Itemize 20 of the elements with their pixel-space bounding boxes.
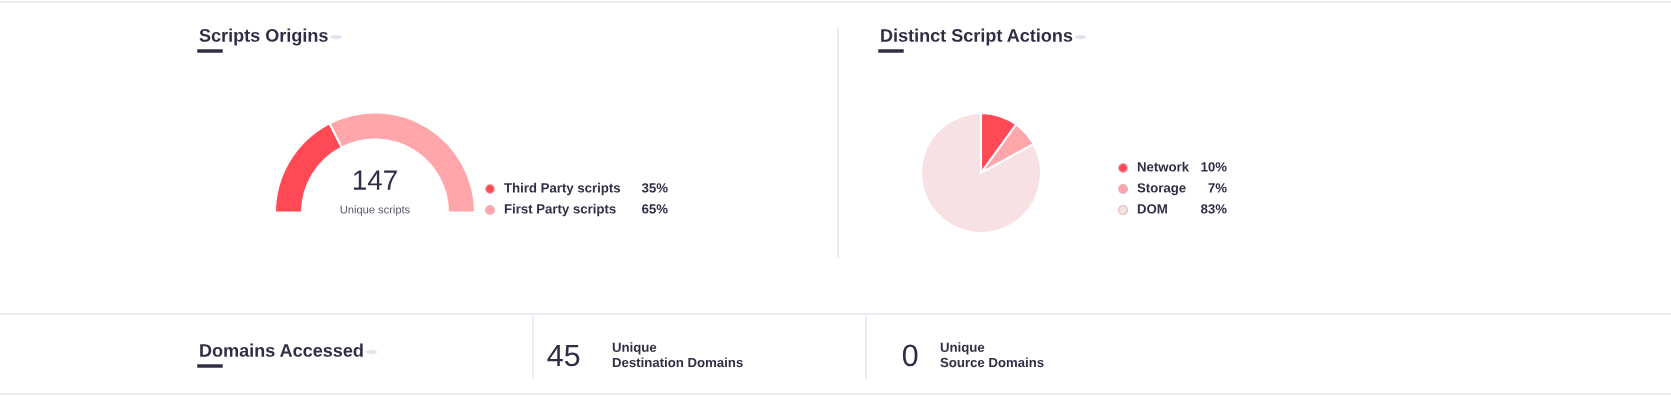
legend-label: DOM [1137,204,1167,214]
data-label: 7% [1208,183,1227,193]
text: Unique scripts [340,205,410,216]
text: 0 [902,344,918,367]
text: 147 [353,170,397,190]
data-label: 65% [642,204,668,214]
text: Domains Accessed [200,343,363,357]
legend-label: First Party scripts [504,203,616,217]
text: 45 [547,344,580,367]
legend-label: Storage [1137,183,1186,196]
data-label: 83% [1201,204,1227,214]
pie-slice [919,111,1043,235]
legend-label: Network [1137,161,1190,172]
text: Unique Destination Domains [612,342,743,368]
data-label: 35% [641,183,668,193]
text: Unique Source Domains [940,342,1044,368]
data-label: 10% [1201,162,1227,172]
chart-title: Scripts Origins [199,28,328,46]
chart-title: Distinct Script Actions [881,28,1073,46]
legend-label: Third Party scripts [504,182,621,196]
